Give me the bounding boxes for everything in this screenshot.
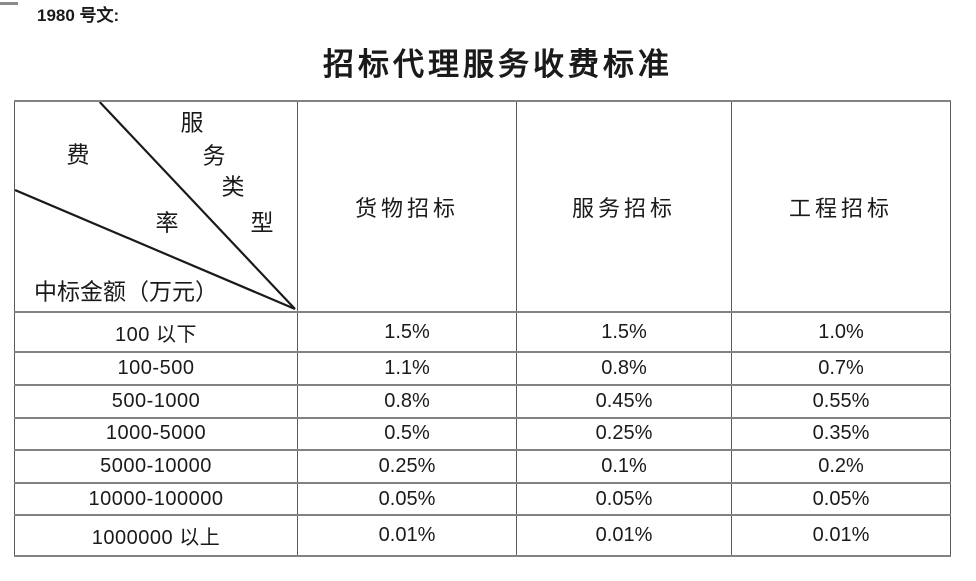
fee-value: 0.01% [297, 514, 517, 557]
corner-service-type-char: 服 [180, 110, 204, 136]
fee-value: 0.8% [297, 384, 517, 419]
corner-rate-char: 费 [66, 142, 90, 168]
fee-value: 0.05% [731, 481, 951, 517]
fee-value: 0.45% [516, 384, 732, 419]
scan-artifact [0, 2, 18, 5]
corner-service-type-char: 型 [250, 210, 274, 236]
fee-table: 服 务 类 型 费 率 中标金额（万元） 货物招标 服务招标 工程招标 100 … [14, 100, 951, 557]
table-row: 1000-5000 0.5% 0.25% 0.35% [14, 416, 951, 452]
diagonal-lines [15, 102, 296, 311]
diagonal-header-cell: 服 务 类 型 费 率 中标金额（万元） [14, 100, 298, 313]
fee-value: 1.1% [297, 351, 517, 387]
corner-service-type-char: 务 [202, 143, 226, 169]
table-row: 100-500 1.1% 0.8% 0.7% [14, 351, 951, 387]
amount-range-label: 5000-10000 [14, 449, 298, 484]
amount-range-label: 500-1000 [14, 384, 298, 419]
amount-range-label: 100 以下 [14, 310, 298, 354]
fee-value: 0.05% [297, 481, 517, 517]
amount-range-label: 1000000 以上 [14, 514, 298, 557]
table-row: 100 以下 1.5% 1.5% 1.0% [14, 310, 951, 354]
fee-value: 0.01% [516, 514, 732, 557]
corner-service-type-char: 类 [221, 174, 245, 200]
column-header-service-bidding: 服务招标 [516, 100, 732, 313]
fee-value: 0.2% [731, 449, 951, 484]
fee-value: 0.55% [731, 384, 951, 419]
amount-range-label: 10000-100000 [14, 481, 298, 517]
fee-value: 0.35% [731, 416, 951, 452]
corner-rate-char: 率 [155, 210, 179, 236]
document-reference: 1980 号文: [37, 6, 120, 25]
fee-value: 0.01% [731, 514, 951, 557]
page-title: 招标代理服务收费标准 [323, 47, 673, 82]
table-row: 10000-100000 0.05% 0.05% 0.05% [14, 481, 951, 517]
fee-value: 1.5% [297, 310, 517, 354]
table-row: 1000000 以上 0.01% 0.01% 0.01% [14, 514, 951, 557]
table-row: 500-1000 0.8% 0.45% 0.55% [14, 384, 951, 419]
table-row: 5000-10000 0.25% 0.1% 0.2% [14, 449, 951, 484]
amount-range-label: 1000-5000 [14, 416, 298, 452]
fee-value: 1.5% [516, 310, 732, 354]
fee-value: 0.25% [516, 416, 732, 452]
table-header-row: 服 务 类 型 费 率 中标金额（万元） 货物招标 服务招标 工程招标 [14, 100, 951, 313]
fee-value: 0.05% [516, 481, 732, 517]
corner-amount-label: 中标金额（万元） [34, 279, 218, 305]
fee-value: 0.5% [297, 416, 517, 452]
column-header-goods-bidding: 货物招标 [297, 100, 517, 313]
fee-value: 0.8% [516, 351, 732, 387]
fee-value: 0.7% [731, 351, 951, 387]
fee-value: 0.25% [297, 449, 517, 484]
column-header-engineering-bidding: 工程招标 [731, 100, 951, 313]
fee-value: 0.1% [516, 449, 732, 484]
amount-range-label: 100-500 [14, 351, 298, 387]
fee-value: 1.0% [731, 310, 951, 354]
